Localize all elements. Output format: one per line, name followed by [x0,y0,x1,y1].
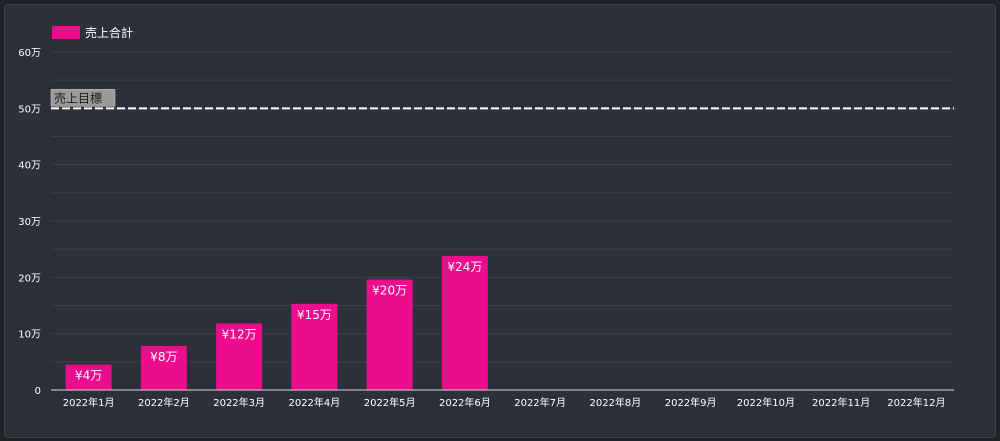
y-tick-label: 60万 [18,48,41,59]
bar[interactable] [441,255,488,390]
bar[interactable] [216,323,263,390]
x-tick-label: 2022年10月 [737,396,795,409]
chart-panel: 0 10万 20万 30万 40万 50万 60万 ¥4万 ¥8万 ¥12万 ¥15万 ¥20万 ¥2… [4,4,996,438]
x-tick-label: 2022年12月 [887,396,945,409]
bar[interactable] [366,279,413,390]
bar-data-label: ¥20万 [372,284,407,298]
target-label-box [50,89,116,107]
x-tick-label: 2022年6月 [439,396,491,409]
x-tick-label: 2022年1月 [63,396,115,409]
target-line-group: 売上目標 [50,89,954,110]
x-axis: 2022年1月 2022年2月 2022年3月 2022年4月 2022年5月 2022年… [51,389,954,409]
bar-data-label: ¥24万 [447,260,482,274]
legend: 売上合計 [52,25,133,40]
y-tick-label: 10万 [18,330,41,341]
bar-data-label: ¥15万 [297,308,332,322]
x-tick-label: 2022年11月 [812,396,870,409]
y-tick-label: 0 [35,386,41,397]
legend-swatch [52,26,80,39]
x-tick-label: 2022年5月 [364,396,416,409]
bar-data-label: ¥12万 [222,328,257,342]
bars: ¥4万 ¥8万 ¥12万 ¥15万 ¥20万 ¥24万 [65,255,488,390]
bar-data-label: ¥4万 [75,369,102,383]
sales-bar-chart: 0 10万 20万 30万 40万 50万 60万 ¥4万 ¥8万 ¥12万 ¥15万 ¥20万 ¥2… [18,25,954,409]
bar[interactable] [291,303,338,390]
x-tick-label: 2022年9月 [665,396,717,409]
x-tick-label: 2022年4月 [288,396,340,409]
legend-label: 売上合計 [85,25,133,40]
y-axis: 0 10万 20万 30万 40万 50万 60万 [18,48,41,397]
y-tick-label: 40万 [18,161,41,172]
grid-lines [51,51,954,363]
bar[interactable] [65,364,112,390]
x-tick-label: 2022年2月 [138,396,190,409]
y-tick-label: 30万 [18,217,41,228]
x-tick-label: 2022年7月 [514,396,566,409]
x-tick-label: 2022年8月 [589,396,641,409]
bar[interactable] [140,346,187,390]
target-label: 売上目標 [54,90,102,105]
y-tick-label: 50万 [18,104,41,115]
bar-data-label: ¥8万 [150,350,177,364]
y-tick-label: 20万 [18,273,41,284]
x-tick-label: 2022年3月 [213,396,265,409]
